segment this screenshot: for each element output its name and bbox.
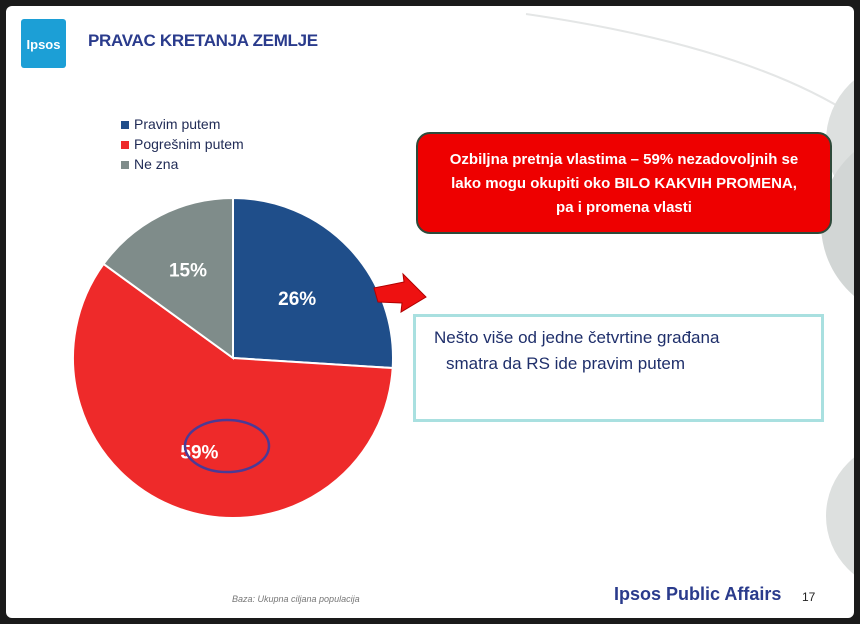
legend-swatch-pogresnim-putem bbox=[121, 141, 129, 149]
pie-slice-pravim-putem bbox=[232, 196, 394, 370]
legend-label-pravim-putem: Pravim putem bbox=[134, 116, 221, 132]
pie-chart: 26%59%15% bbox=[72, 196, 427, 519]
slide: Ipsos PRAVAC KRETANJA ZEMLJE Pravim pute… bbox=[6, 6, 854, 618]
decor-circle-bottom bbox=[826, 457, 854, 575]
legend-label-pogresnim-putem: Pogrešnim putem bbox=[134, 136, 244, 152]
callout-red-line-3: pa i promena vlasti bbox=[556, 199, 692, 216]
arrow-icon bbox=[373, 272, 427, 313]
legend-swatch-ne-zna bbox=[121, 161, 129, 169]
legend-label-ne-zna: Ne zna bbox=[134, 156, 179, 172]
callout-blue-line-1: Nešto više od jedne četvrtine građana bbox=[434, 328, 720, 347]
legend-item-ne-zna: Ne zna bbox=[121, 154, 244, 174]
callout-red-box: Ozbiljna pretnja vlastima – 59% nezadovo… bbox=[416, 132, 832, 234]
brand-footer: Ipsos Public Affairs bbox=[614, 584, 782, 604]
legend-item-pravim-putem: Pravim putem bbox=[121, 114, 244, 134]
highlight-ellipse bbox=[183, 418, 271, 474]
page-number: 17 bbox=[802, 590, 816, 604]
callout-blue-line-2: smatra da RS ide pravim putem bbox=[446, 354, 686, 373]
legend-swatch-pravim-putem bbox=[121, 121, 129, 129]
base-note: Baza: Ukupna ciljana populacija bbox=[232, 594, 360, 604]
ipsos-logo: Ipsos bbox=[21, 19, 66, 68]
legend-item-pogresnim-putem: Pogrešnim putem bbox=[121, 134, 244, 154]
pie-slice-pogresnim-putem bbox=[72, 262, 394, 519]
pie-slice-ne-zna bbox=[102, 196, 234, 360]
callout-red-line-2: lako mogu okupiti oko BILO KAKVIH PROMEN… bbox=[451, 175, 797, 192]
callout-red-line-1: Ozbiljna pretnja vlastima – 59% nezadovo… bbox=[449, 151, 799, 168]
logo-text: Ipsos bbox=[26, 37, 61, 52]
chart-legend: Pravim putem Pogrešnim putem Ne zna bbox=[121, 114, 244, 174]
decor-arc-line bbox=[525, 13, 854, 117]
pie-label-ne-zna: 15% bbox=[169, 261, 207, 282]
callout-blue-box: Nešto više od jedne četvrtine građana sm… bbox=[413, 314, 824, 422]
pie-label-pravim-putem: 26% bbox=[278, 289, 316, 310]
slide-title: PRAVAC KRETANJA ZEMLJE bbox=[88, 31, 318, 50]
